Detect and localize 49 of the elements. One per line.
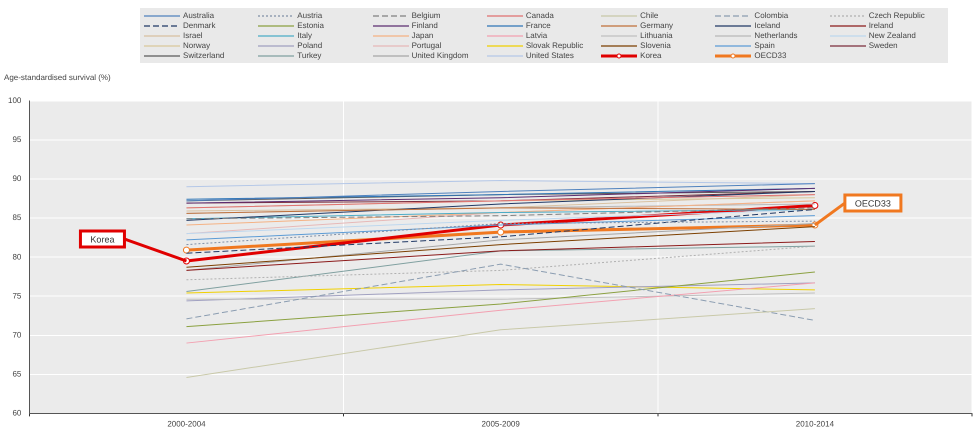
x-tick-label: 2005-2009 <box>482 419 520 428</box>
legend-label: OECD33 <box>754 51 786 60</box>
y-tick-label: 85 <box>12 213 22 222</box>
legend-label: Sweden <box>868 41 898 50</box>
x-tick-label: 2010-2014 <box>796 419 835 428</box>
legend-label: Ireland <box>868 21 894 30</box>
legend-label: Japan <box>412 31 434 40</box>
legend-label: United States <box>526 51 574 60</box>
annotation: OECD33 <box>854 198 891 209</box>
legend-label: Israel <box>183 31 203 40</box>
legend-label: Poland <box>297 41 322 50</box>
legend-label: Latvia <box>526 31 548 40</box>
legend-label: Colombia <box>754 11 788 20</box>
x-tick-label: 2000-2004 <box>167 419 206 428</box>
y-axis-title: Age-standardised survival (%) <box>4 73 111 82</box>
legend-label: Netherlands <box>754 31 798 40</box>
y-tick-label: 60 <box>12 408 22 418</box>
legend-label: Lithuania <box>640 31 673 40</box>
legend-label: Iceland <box>754 21 780 30</box>
legend-label: Belgium <box>412 11 440 20</box>
legend-label: New Zealand <box>868 31 916 40</box>
annotation: Korea <box>90 234 114 244</box>
legend-label: Italy <box>297 31 312 40</box>
legend-label: Canada <box>526 11 554 20</box>
y-tick-label: 95 <box>12 135 22 144</box>
legend-label: Denmark <box>183 21 216 30</box>
legend-label: Chile <box>640 11 658 20</box>
legend-label: Turkey <box>297 51 322 60</box>
legend-label: Switzerland <box>183 51 224 60</box>
legend-label: Spain <box>754 41 775 50</box>
legend-label: Korea <box>640 51 662 60</box>
legend-label: Germany <box>640 21 674 30</box>
legend-label: Estonia <box>297 21 324 30</box>
legend-label: Czech Republic <box>868 11 925 20</box>
legend-label: Austria <box>297 11 322 20</box>
legend-label: Australia <box>183 11 214 20</box>
legend-label: Norway <box>183 41 210 50</box>
legend-label: Portugal <box>412 41 442 50</box>
y-tick-label: 80 <box>12 252 22 262</box>
y-tick-label: 65 <box>12 370 22 379</box>
legend-label: United Kingdom <box>412 51 468 60</box>
y-tick-label: 70 <box>12 330 22 340</box>
y-tick-label: 90 <box>12 174 22 184</box>
legend-label: Slovenia <box>640 41 671 50</box>
y-tick-label: 75 <box>12 291 22 300</box>
y-tick-label: 100 <box>8 96 22 106</box>
legend-label: France <box>526 21 551 30</box>
legend-label: Finland <box>412 21 438 30</box>
legend-label: Slovak Republic <box>526 41 584 50</box>
